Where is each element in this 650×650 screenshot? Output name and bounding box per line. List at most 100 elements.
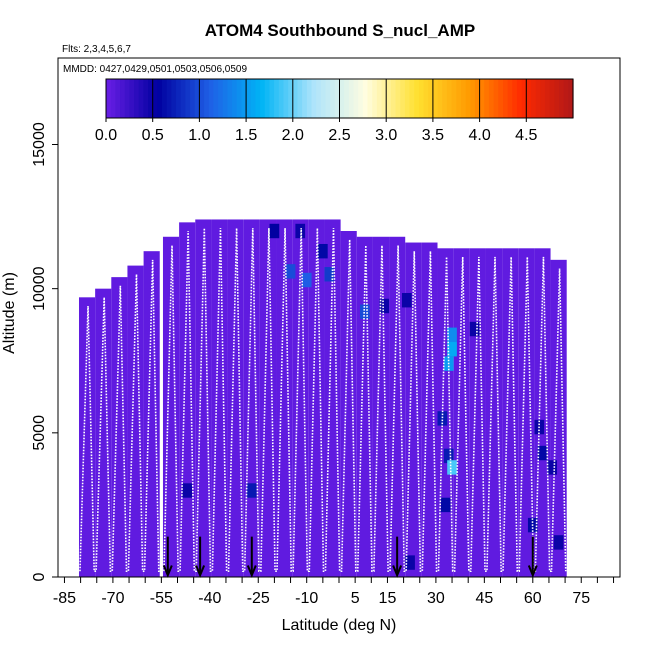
heatmap-cell [285, 264, 296, 279]
colorbar-segment [208, 79, 215, 118]
arrow-head [162, 565, 173, 578]
colorbar-segment [339, 79, 345, 118]
colorbar-segment [418, 79, 425, 118]
heatmap-column [292, 219, 309, 577]
heatmap-cell [246, 483, 257, 498]
y-axis: 0 5000 10000 15000 [31, 122, 58, 581]
colorbar-segment [316, 79, 322, 118]
heatmap-layer [78, 219, 567, 578]
heatmap-cell [379, 298, 390, 314]
colorbar-segment [404, 79, 411, 118]
heatmap-cell [182, 483, 193, 498]
heatmap-column [211, 219, 228, 577]
colorbar-segment [479, 79, 485, 118]
colorbar-segment [535, 79, 541, 118]
colorbar-segment [414, 79, 420, 118]
colorbar-segment [400, 79, 406, 118]
heatmap-column [502, 248, 519, 578]
colorbar-segment [330, 79, 336, 118]
colorbar-segment [502, 79, 509, 118]
arrow-layer [162, 536, 538, 578]
colorbar-segment [199, 79, 205, 118]
colorbar-segment [110, 79, 116, 118]
heatmap-column [227, 219, 244, 577]
colorbar-segment [222, 79, 229, 118]
colorbar-segment [390, 79, 397, 118]
heatmap-column [143, 251, 160, 577]
colorbar-segment [474, 79, 481, 118]
heatmap-column [162, 236, 180, 577]
colorbar-segment [124, 79, 130, 118]
colorbar-segment [302, 79, 308, 118]
heatmap-cell [447, 460, 457, 475]
colorbar-segment [297, 79, 303, 118]
heatmap-column [372, 236, 390, 577]
colorbar-segment [148, 79, 154, 118]
flights-note: Flts: 2,3,4,5,6,7 [62, 44, 131, 55]
y-tick-label: 15000 [31, 122, 48, 167]
x-tick-label: -10 [295, 590, 318, 607]
arrow-head [195, 565, 206, 578]
colorbar-segment [274, 79, 280, 118]
colorbar-segment [488, 79, 495, 118]
heatmap-cell [318, 243, 328, 259]
flight-track [79, 228, 567, 573]
heatmap-column [324, 219, 341, 577]
colorbar-segment [521, 79, 527, 118]
flight-track-layer [79, 228, 567, 573]
colorbar-segment [218, 79, 224, 118]
colorbar-segment [120, 79, 126, 118]
x-tick-label: -85 [53, 590, 76, 607]
colorbar-segment [171, 79, 177, 118]
chart-title: ATOM4 Southbound S_nucl_AMP [205, 21, 475, 40]
x-tick-label: 15 [379, 590, 397, 607]
colorbar-tick-label: 4.0 [468, 127, 490, 144]
x-tick-label: -40 [198, 590, 221, 607]
colorbar-segment [185, 79, 191, 118]
x-tick-label: 75 [572, 590, 590, 607]
x-tick-label: 45 [475, 590, 493, 607]
heatmap-cell [547, 460, 558, 475]
colorbar-segment [512, 79, 518, 118]
colorbar-segment [353, 79, 359, 118]
arrow-head [392, 565, 403, 578]
colorbar-segment [250, 79, 257, 118]
colorbar-segment [264, 79, 271, 118]
heatmap-column [111, 277, 128, 577]
colorbar-segment [143, 79, 149, 118]
y-tick-label: 10000 [31, 266, 48, 311]
colorbar-tick-label: 0.0 [95, 127, 117, 144]
heatmap-cell [469, 321, 480, 337]
heatmap-column [421, 242, 438, 578]
colorbar-segment [311, 79, 317, 118]
colorbar-tick-label: 2.5 [328, 127, 350, 144]
x-tick-label: 5 [351, 590, 360, 607]
colorbar-segment [395, 79, 401, 118]
colorbar-segment [288, 79, 294, 118]
heatmap-column [308, 219, 325, 577]
heatmap-cell [440, 497, 451, 513]
heatmap-column [453, 248, 470, 578]
colorbar-segment [204, 79, 210, 118]
colorbar-segment [348, 79, 355, 118]
colorbar-segment [498, 79, 504, 118]
colorbar-segment [134, 79, 140, 118]
colorbar-segment [507, 79, 513, 118]
heatmap-cell [405, 555, 415, 570]
colorbar-segment [232, 79, 238, 118]
colorbar-segment [460, 79, 467, 118]
colorbar-segment [129, 79, 135, 118]
colorbar-segment [568, 79, 574, 118]
colorbar-segment [236, 79, 243, 118]
x-axis-label: Latitude (deg N) [282, 617, 397, 634]
x-tick-label: -55 [150, 590, 173, 607]
arrow-head [527, 565, 538, 578]
colorbar-segment [470, 79, 476, 118]
colorbar-segment [190, 79, 196, 118]
heatmap-column [78, 297, 96, 577]
colorbar-tick-label: 3.0 [375, 127, 397, 144]
colorbar-segment [376, 79, 383, 118]
heatmap-cell [437, 411, 448, 426]
colorbar-segment [269, 79, 275, 118]
